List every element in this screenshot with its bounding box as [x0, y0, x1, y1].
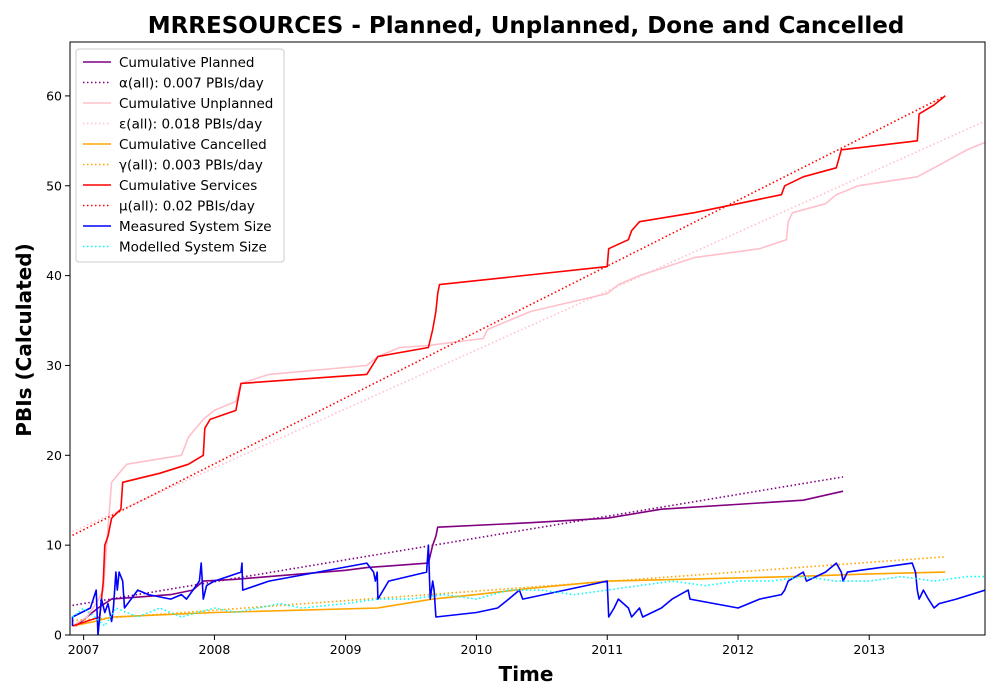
- x-tick-label: 2010: [461, 642, 493, 657]
- series-measured-system-size: [71, 544, 985, 635]
- series-all-0-018-pbis-day: [72, 120, 985, 533]
- chart-title: MRRESOURCES - Planned, Unplanned, Done a…: [148, 13, 905, 39]
- series-all-0-02-pbis-day: [72, 95, 946, 537]
- legend-label: Cumulative Cancelled: [119, 137, 267, 153]
- y-tick-label: 0: [54, 628, 62, 643]
- series-all-0-003-pbis-day: [72, 556, 946, 622]
- legend-label: Modelled System Size: [119, 239, 267, 255]
- legend-box: [75, 48, 285, 263]
- series-layer: [71, 95, 985, 635]
- legend-label: Measured System Size: [119, 219, 272, 235]
- y-tick-label: 40: [46, 268, 62, 283]
- legend-label: α(all): 0.007 PBIs/day: [119, 75, 264, 91]
- y-tick-label: 20: [46, 448, 62, 463]
- x-ticks: 2007 2008 2009 2010 2011 2012 2013: [68, 635, 885, 657]
- series-cumulative-unplanned: [72, 141, 985, 627]
- y-tick-label: 60: [46, 88, 62, 103]
- x-axis-label: Time: [499, 662, 554, 686]
- y-ticks: 0 10 20 30 40 50 60: [46, 88, 70, 643]
- x-tick-label: 2011: [591, 642, 623, 657]
- legend-label: ε(all): 0.018 PBIs/day: [119, 116, 262, 132]
- legend: Cumulative Planned α(all): 0.007 PBIs/day…: [75, 48, 285, 263]
- series-cumulative-planned: [75, 490, 844, 627]
- x-tick-label: 2007: [68, 642, 100, 657]
- x-tick-label: 2013: [853, 642, 885, 657]
- series-cumulative-services: [72, 95, 946, 627]
- legend-label: Cumulative Unplanned: [119, 96, 273, 112]
- legend-label: γ(all): 0.003 PBIs/day: [119, 157, 263, 173]
- legend-label: Cumulative Services: [119, 178, 257, 194]
- y-tick-label: 50: [46, 178, 62, 193]
- series-modelled-system-size: [71, 575, 985, 627]
- series-all-0-007-pbis-day: [72, 476, 844, 607]
- x-tick-label: 2012: [722, 642, 754, 657]
- legend-label: Cumulative Planned: [119, 55, 255, 71]
- x-tick-label: 2008: [199, 642, 231, 657]
- y-tick-label: 30: [46, 358, 62, 373]
- y-axis-label: PBIs (Calculated): [12, 243, 36, 436]
- plot-frame: [69, 41, 986, 636]
- legend-label: μ(all): 0.02 PBIs/day: [119, 198, 255, 214]
- x-tick-label: 2009: [330, 642, 362, 657]
- y-tick-label: 10: [46, 538, 62, 553]
